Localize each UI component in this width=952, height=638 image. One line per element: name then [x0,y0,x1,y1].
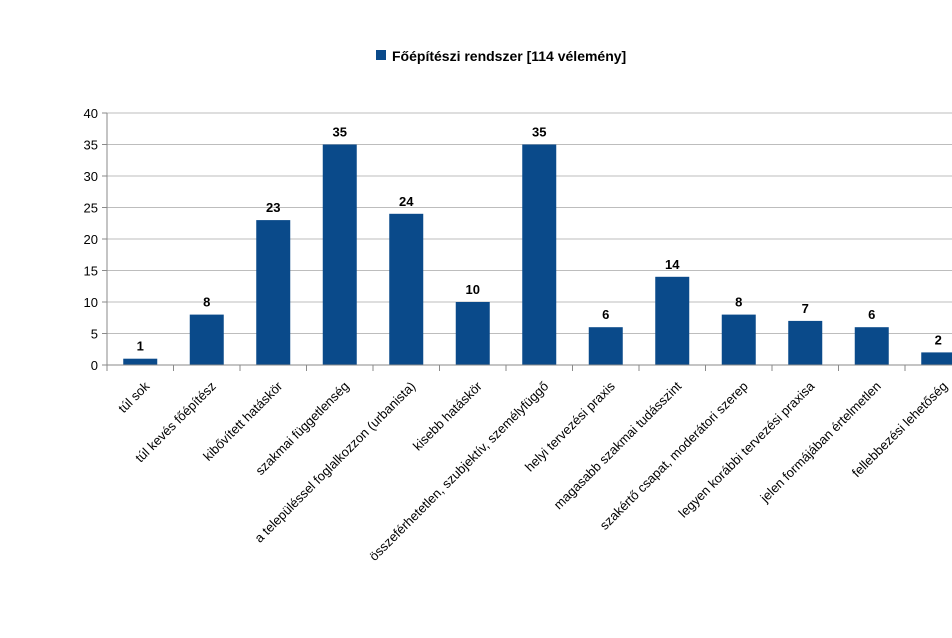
y-tick-label: 10 [84,295,98,310]
bar [721,314,756,365]
bar [123,358,158,365]
data-label: 24 [399,194,414,209]
bar [854,327,889,365]
data-labels: 1 8 23 35 24 10 35 6 14 8 7 6 2 [137,125,942,354]
bar [455,302,490,365]
data-label: 35 [333,125,347,140]
y-axis-tick-labels: 0 5 10 15 20 25 30 35 40 [84,106,98,373]
category-label: kisebb hatáskör [410,378,485,453]
axes [106,113,952,371]
y-tick-label: 35 [84,138,98,153]
data-label: 2 [935,332,942,347]
category-label: túl sok [115,378,153,416]
y-tick-label: 30 [84,169,98,184]
data-label: 6 [602,307,609,322]
data-label: 14 [665,257,680,272]
legend-swatch [376,50,386,60]
bar [921,352,952,365]
bars [123,144,952,365]
data-label: 7 [802,301,809,316]
y-tick-label: 0 [91,358,98,373]
data-label: 6 [868,307,875,322]
legend: Főépítészi rendszer [114 vélemény] [376,48,626,64]
y-tick-label: 40 [84,106,98,121]
data-label: 8 [203,295,210,310]
bar [389,213,424,365]
data-label: 23 [266,200,280,215]
data-label: 35 [532,125,546,140]
y-tick-label: 15 [84,264,98,279]
bar [256,220,291,365]
bar [655,276,690,365]
bar [322,144,357,365]
bar [189,314,224,365]
bar [788,320,823,365]
y-tick-label: 20 [84,232,98,247]
category-label: szakértő csapat, moderátori szerep [597,379,751,533]
data-label: 8 [735,295,742,310]
category-label: magasabb szakmai tudásszint [551,378,685,512]
data-label: 10 [466,282,480,297]
y-tick-label: 25 [84,201,98,216]
bar [522,144,557,365]
y-tick-label: 5 [91,327,98,342]
legend-label: Főépítészi rendszer [114 vélemény] [392,48,626,64]
category-label: jelen formájában értelmetlen [757,379,884,506]
category-label: legyen korábbi tervezési praxisa [675,378,817,520]
bar [588,327,623,365]
data-label: 1 [137,339,144,354]
